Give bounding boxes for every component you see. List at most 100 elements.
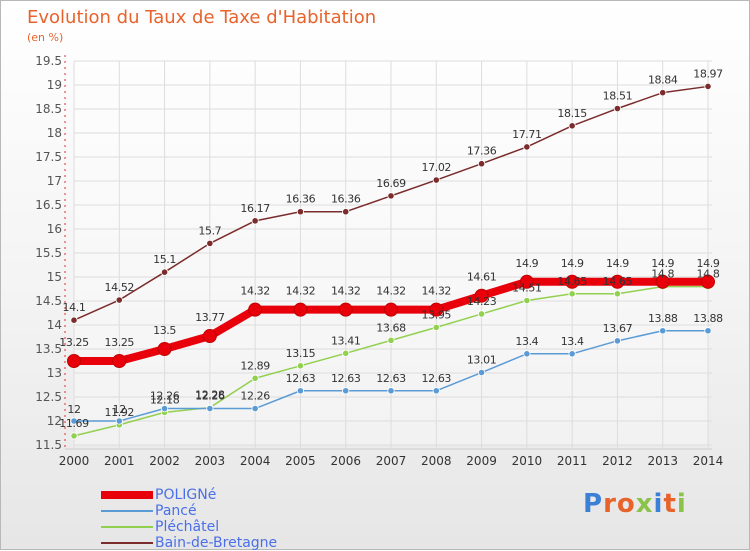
data-label: 13.4	[561, 335, 584, 348]
data-label: 14.9	[561, 257, 584, 270]
data-label: 18.84	[648, 74, 678, 87]
x-tick-label: 2012	[602, 454, 633, 468]
legend-swatch-pance	[101, 510, 153, 512]
x-tick-label: 2007	[376, 454, 407, 468]
data-label: 14.9	[651, 257, 674, 270]
data-point	[568, 122, 576, 130]
data-label: 12.26	[240, 390, 270, 403]
data-label: 14.9	[515, 257, 538, 270]
data-point	[293, 302, 308, 317]
data-point	[477, 310, 486, 318]
y-tick-label: 13	[47, 366, 62, 380]
logo-letter: r	[603, 489, 617, 519]
data-label: 14.8	[651, 268, 674, 281]
data-label: 16.36	[286, 193, 316, 206]
data-label: 15.7	[198, 224, 221, 237]
y-tick-label: 16.5	[35, 198, 62, 212]
x-tick-label: 2009	[466, 454, 497, 468]
data-label: 13.01	[467, 354, 497, 367]
y-tick-label: 17	[47, 174, 62, 188]
proxiti-logo: Proxiti	[583, 489, 687, 519]
data-point	[342, 349, 350, 357]
data-point	[613, 104, 622, 113]
data-label: 11.69	[59, 417, 89, 430]
data-label: 14.32	[422, 285, 452, 298]
logo-letter: x	[635, 489, 654, 519]
data-label: 14.61	[467, 271, 497, 284]
data-point	[565, 274, 580, 289]
data-label: 17.02	[422, 161, 452, 174]
data-label: 14.32	[286, 285, 316, 298]
data-point	[248, 302, 263, 317]
data-point	[568, 350, 576, 358]
legend-label-pance: Pancé	[155, 503, 197, 519]
x-tick-label: 2001	[104, 454, 135, 468]
data-point	[206, 404, 214, 413]
x-tick-label: 2005	[285, 454, 316, 468]
legend-label-bain-de-bretagne: Bain-de-Bretagne	[155, 535, 278, 551]
y-tick-label: 11.5	[35, 438, 62, 452]
data-label: 13.5	[153, 324, 176, 337]
x-tick-label: 2014	[693, 454, 724, 468]
data-point	[704, 327, 712, 335]
data-point	[160, 268, 169, 276]
data-label: 13.88	[648, 312, 678, 325]
data-label: 12.63	[331, 372, 361, 385]
data-point	[67, 354, 81, 368]
y-tick-label: 15	[47, 270, 62, 284]
data-point	[568, 290, 576, 298]
data-point	[701, 274, 715, 289]
data-point	[296, 362, 305, 370]
data-label: 12	[67, 403, 80, 416]
data-label: 13.41	[331, 334, 361, 347]
x-tick-label: 2000	[59, 454, 90, 468]
data-point	[610, 274, 625, 289]
data-point	[112, 354, 127, 368]
data-point	[387, 336, 395, 344]
data-label: 14.9	[697, 257, 720, 270]
data-point	[429, 302, 444, 317]
data-label: 14.65	[557, 275, 587, 288]
legend-swatch-bain-de-bretagne	[101, 542, 153, 544]
x-tick-label: 2013	[647, 454, 678, 468]
legend-label-polignee: POLIGNé	[155, 487, 217, 503]
x-tick-label: 2003	[195, 454, 226, 468]
x-tick-label: 2011	[557, 454, 588, 468]
legend-label-plechatel: Pléchâtel	[155, 519, 220, 535]
data-point	[70, 316, 78, 324]
data-point	[659, 89, 667, 97]
data-label: 14.65	[603, 275, 633, 288]
data-label: 14.23	[467, 295, 497, 308]
y-tick-label: 19	[47, 78, 62, 92]
y-tick-label: 14.5	[35, 294, 62, 308]
y-tick-label: 18	[47, 126, 62, 140]
y-tick-label: 16	[47, 222, 62, 236]
logo-letter: t	[663, 489, 677, 519]
data-label: 17.71	[512, 128, 542, 141]
data-label: 12.26	[150, 390, 180, 403]
data-point	[523, 143, 531, 151]
data-point	[342, 208, 350, 216]
data-point	[202, 329, 217, 344]
data-label: 14.32	[240, 285, 270, 298]
y-tick-label: 12.5	[35, 390, 62, 404]
data-point	[384, 302, 398, 317]
data-label: 13.25	[105, 336, 135, 349]
data-label: 12	[113, 403, 126, 416]
data-point	[251, 404, 259, 413]
x-tick-label: 2006	[330, 454, 361, 468]
data-label: 12.63	[376, 372, 406, 385]
data-point	[432, 323, 440, 331]
data-point	[115, 296, 123, 304]
x-tick-label: 2004	[240, 454, 271, 468]
data-label: 13.25	[59, 336, 89, 349]
data-point	[613, 337, 622, 345]
data-point	[432, 176, 440, 184]
data-point	[296, 387, 305, 395]
data-label: 14.51	[512, 282, 542, 295]
data-label: 18.15	[557, 107, 587, 120]
data-point	[659, 327, 667, 335]
logo-letter: o	[616, 489, 636, 519]
